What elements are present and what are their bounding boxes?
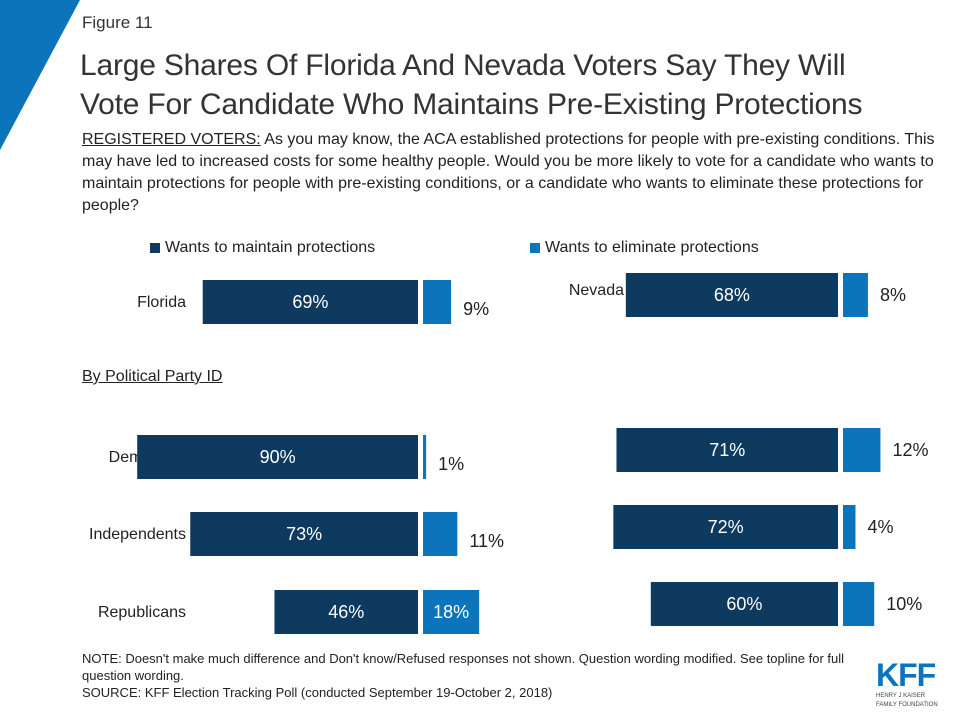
florida-eliminate-bar-republicans [423,590,480,634]
florida-eliminate-value-democrats: 1% [438,454,464,474]
nevada-eliminate-bar-row-3 [843,582,875,626]
legend-swatch-eliminate [530,243,540,253]
florida-eliminate-value-independents: 11% [469,531,504,551]
nevada-eliminate-bar-row-1 [843,428,881,472]
nevada-category-label-nevada: Nevada [569,282,624,299]
nevada-maintain-bar-nevada [625,273,838,317]
legend-item-eliminate: Wants to eliminate protections [530,239,759,257]
legend-swatch-maintain [150,243,160,253]
logo-subtext-2: FAMILY FOUNDATION [876,702,938,708]
florida-maintain-bar-republicans [274,590,418,634]
florida-maintain-bar-independents [190,512,418,556]
florida-maintain-value-florida: 69% [292,292,328,312]
nevada-maintain-value-row-2: 72% [708,517,744,537]
corner-accent-triangle [0,0,80,150]
nevada-maintain-value-row-3: 60% [726,594,762,614]
logo-text: KFF [876,657,936,693]
figure-label: Figure 11 [82,13,153,32]
nevada-maintain-value-nevada: 68% [714,285,750,305]
question-lead: REGISTERED VOTERS: [82,131,261,148]
florida-maintain-value-republicans: 46% [328,602,364,622]
legend-label-maintain: Wants to maintain protections [165,239,376,256]
kff-logo: KFF HENRY J KAISER FAMILY FOUNDATION [876,659,948,709]
florida-category-label-independents: Independents [89,526,186,543]
footnote: NOTE: Doesn't make much difference and D… [82,650,852,701]
florida-category-label-republicans: Republicans [98,604,186,621]
florida-eliminate-bar-florida [423,280,452,324]
title-line-2: Vote For Candidate Who Maintains Pre-Exi… [80,88,863,121]
florida-maintain-bar-florida [202,280,418,324]
title-line-1: Large Shares Of Florida And Nevada Voter… [80,49,846,82]
party-id-heading: By Political Party ID [82,368,223,385]
chart-title: Large Shares Of Florida And Nevada Voter… [80,46,940,124]
nevada-eliminate-value-row-2: 4% [867,517,893,537]
question-body: As you may know, the ACA established pro… [82,131,935,214]
nevada-eliminate-bar-nevada [843,273,868,317]
florida-category-label-florida: Florida [137,294,186,311]
question-text: REGISTERED VOTERS: As you may know, the … [82,129,942,217]
nevada-maintain-value-row-1: 71% [709,440,745,460]
florida-eliminate-bar-independents [423,512,458,556]
florida-eliminate-bar-democrats [423,435,427,479]
florida-maintain-value-democrats: 90% [260,447,296,467]
source-text: SOURCE: KFF Election Tracking Poll (cond… [82,685,553,700]
nevada-eliminate-value-row-3: 10% [886,594,922,614]
florida-maintain-value-independents: 73% [286,524,322,544]
nevada-maintain-bar-row-2 [613,505,838,549]
nevada-eliminate-bar-row-2 [843,505,856,549]
nevada-eliminate-value-row-1: 12% [892,440,928,460]
nevada-maintain-bar-row-3 [650,582,838,626]
logo-subtext-1: HENRY J KAISER [876,693,926,699]
florida-eliminate-value-florida: 9% [463,299,489,319]
florida-eliminate-value-republicans: 18% [433,602,469,622]
florida-maintain-bar-democrats [137,435,418,479]
nevada-maintain-bar-row-1 [616,428,838,472]
legend-label-eliminate: Wants to eliminate protections [545,239,759,256]
nevada-eliminate-value-nevada: 8% [880,285,906,305]
note-text: NOTE: Doesn't make much difference and D… [82,651,845,683]
legend-item-maintain: Wants to maintain protections [150,239,375,257]
